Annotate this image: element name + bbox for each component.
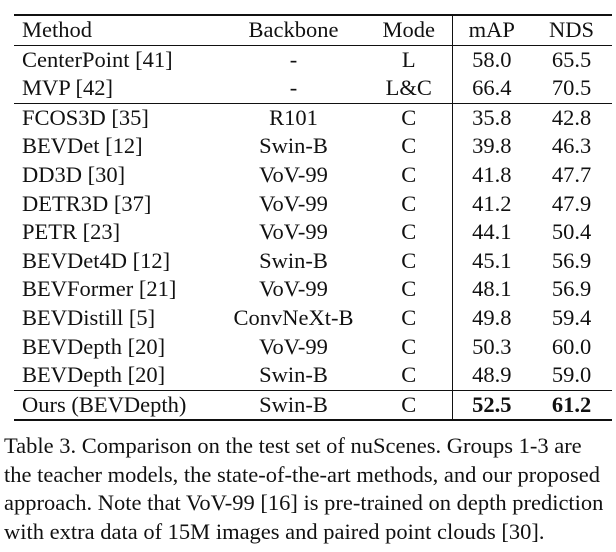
method-cell: FCOS3D [35] <box>14 102 221 133</box>
mode-cell: C <box>366 246 453 276</box>
map-cell: 58.0 <box>472 46 512 72</box>
nds-cell: 47.7 <box>551 161 592 187</box>
nds-cell: 50.4 <box>551 219 592 245</box>
header-mode: Mode <box>366 13 453 46</box>
table-row: BEVDepth [20] Swin-B C 48.9 59.0 <box>14 361 612 391</box>
table-body: CenterPoint [41] - L 58.0 65.5 MVP [42] - L&C 66… <box>14 45 612 422</box>
backbone-cell: Swin-B <box>259 247 328 273</box>
nds-cell: 42.8 <box>531 102 612 133</box>
backbone-cell: VoV-99 <box>259 161 328 187</box>
method-cell: BEVDepth [20] <box>22 333 166 359</box>
method-cell: DD3D [30] <box>22 161 126 187</box>
header-method: Method <box>14 13 221 46</box>
table-row: MVP [42] - L&C 66.4 70.5 <box>14 74 612 104</box>
backbone-cell: Swin-B <box>259 362 328 388</box>
method-cell: BEVDet [12] <box>22 133 143 159</box>
mode-cell: C <box>366 275 453 304</box>
backbone-cell: R101 <box>221 102 366 133</box>
method-cell: CenterPoint [41] <box>22 46 173 72</box>
nds-cell: 47.9 <box>551 190 592 216</box>
map-cell: 52.5 <box>452 389 531 422</box>
nds-cell: 56.9 <box>551 276 592 302</box>
nds-cell: 59.0 <box>551 362 592 388</box>
method-cell: PETR [23] <box>22 219 121 245</box>
caption-line: the teacher models, the state-of-the-art… <box>4 461 601 487</box>
backbone-cell: VoV-99 <box>259 190 328 216</box>
caption-line: with extra data of 15M images and paired… <box>4 518 545 544</box>
table-row: DD3D [30] VoV-99 C 41.8 47.7 <box>14 160 612 190</box>
table-row: FCOS3D [35] R101 C 35.8 42.8 <box>14 102 612 133</box>
results-table: Method Backbone Mode mAP NDS CenterPoint… <box>14 13 612 422</box>
backbone-cell: Swin-B <box>259 133 328 159</box>
map-cell: 48.9 <box>472 362 512 388</box>
nds-cell: 70.5 <box>551 75 592 101</box>
map-cell: 50.3 <box>472 333 512 359</box>
table-header-row: Method Backbone Mode mAP NDS <box>14 13 612 46</box>
map-cell: 41.8 <box>472 161 512 187</box>
mode-cell: C <box>366 160 453 190</box>
method-cell: BEVDet4D [12] <box>22 247 171 273</box>
table-row: BEVDet4D [12] Swin-B C 45.1 56.9 <box>14 246 612 276</box>
backbone-cell: VoV-99 <box>259 333 328 359</box>
table-row: BEVFormer [21] VoV-99 C 48.1 56.9 <box>14 275 612 304</box>
nds-cell: 61.2 <box>531 389 612 422</box>
caption-line: approach. Note that VoV-99 [16] is pre-t… <box>4 490 604 515</box>
backbone-cell: - <box>289 75 298 101</box>
nds-cell: 65.5 <box>551 46 592 72</box>
nds-cell: 56.9 <box>551 247 592 273</box>
table-row: Ours (BEVDepth) Swin-B C 52.5 61.2 <box>14 389 612 422</box>
map-cell: 49.8 <box>472 304 512 330</box>
nds-cell: 46.3 <box>551 133 592 159</box>
method-cell: BEVFormer [21] <box>22 276 177 302</box>
mode-cell: C <box>366 102 453 133</box>
table-row: BEVDistill [5] ConvNeXt-B C 49.8 59.4 <box>14 303 612 333</box>
method-cell: BEVDistill [5] <box>22 304 156 330</box>
map-cell: 66.4 <box>472 75 512 101</box>
table-row: BEVDet [12] Swin-B C 39.8 46.3 <box>14 132 612 161</box>
method-cell: MVP [42] <box>22 75 114 101</box>
mode-cell: C <box>366 303 453 333</box>
backbone-cell: VoV-99 <box>259 276 328 302</box>
mode-cell: C <box>366 361 453 391</box>
nds-cell: 59.4 <box>551 304 592 330</box>
backbone-cell: - <box>289 46 298 72</box>
map-cell: 48.1 <box>472 276 512 302</box>
table-row: PETR [23] VoV-99 C 44.1 50.4 <box>14 218 612 247</box>
mode-cell: C <box>366 389 453 422</box>
backbone-cell: ConvNeXt-B <box>233 304 354 330</box>
mode-cell: L <box>366 45 453 75</box>
mode-cell: C <box>366 189 453 219</box>
map-cell: 35.8 <box>452 102 531 133</box>
map-cell: 44.1 <box>472 219 512 245</box>
backbone-cell: Swin-B <box>221 389 366 422</box>
header-backbone: Backbone <box>221 13 366 46</box>
table-caption: Table 3. Comparison on the test set of n… <box>4 432 608 546</box>
method-cell: Ours (BEVDepth) <box>14 389 221 422</box>
map-cell: 45.1 <box>472 247 512 273</box>
map-cell: 39.8 <box>472 133 512 159</box>
mode-cell: L&C <box>366 74 453 104</box>
method-cell: BEVDepth [20] <box>22 362 166 388</box>
backbone-cell: VoV-99 <box>259 219 328 245</box>
mode-cell: C <box>366 132 453 161</box>
table-row: CenterPoint [41] - L 58.0 65.5 <box>14 45 612 75</box>
header-nds: NDS <box>531 13 612 46</box>
caption-line: Table 3. Comparison on the test set of n… <box>4 433 582 458</box>
table-row: DETR3D [37] VoV-99 C 41.2 47.9 <box>14 189 612 219</box>
nds-cell: 60.0 <box>551 333 592 359</box>
header-map: mAP <box>452 13 531 46</box>
method-cell: DETR3D [37] <box>22 190 152 216</box>
map-cell: 41.2 <box>472 190 512 216</box>
mode-cell: C <box>366 218 453 247</box>
table-row: BEVDepth [20] VoV-99 C 50.3 60.0 <box>14 332 612 362</box>
mode-cell: C <box>366 332 453 362</box>
